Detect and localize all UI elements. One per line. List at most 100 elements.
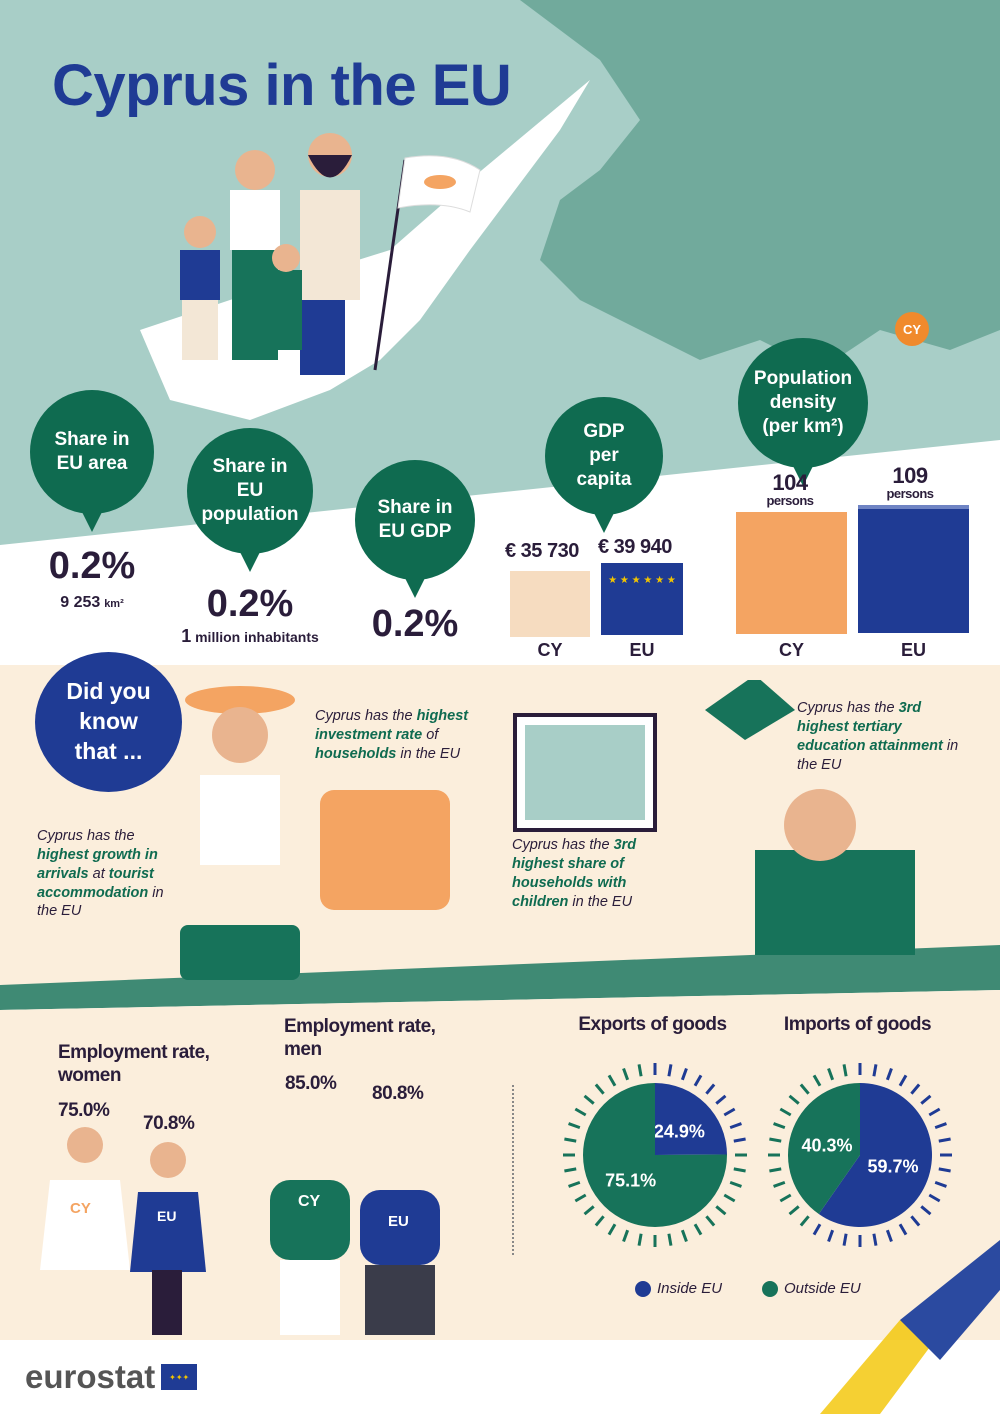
arrow-mark: [583, 1205, 595, 1216]
arrow-mark: [564, 1167, 577, 1173]
arrow-mark: [898, 1074, 908, 1087]
arrow-mark: [928, 1107, 941, 1117]
arrow-mark: [568, 1122, 581, 1130]
pie-slice-inside-eu: [818, 1083, 932, 1227]
arrow-mark: [788, 1094, 800, 1105]
fact-education: Cyprus has the 3rd highest tertiary educ…: [797, 700, 959, 773]
employment-figures: [40, 1127, 440, 1335]
arrow-mark: [842, 1064, 848, 1077]
cyprus-location-marker: CY: [895, 312, 929, 346]
arrow-mark: [574, 1107, 587, 1117]
arrow-mark: [583, 1094, 595, 1105]
imports-title: Imports of goods: [783, 1014, 932, 1035]
page-title: Cyprus in the EU: [52, 53, 512, 118]
arrow-mark: [594, 1215, 605, 1227]
arrow-mark: [769, 1137, 782, 1143]
gdp-eu-label: EU: [629, 640, 655, 660]
arrow-mark: [574, 1193, 587, 1203]
pie-slice-inside-eu: [655, 1083, 727, 1155]
gdp-per-capita-cy-value: € 35 730: [505, 540, 579, 562]
arrow-mark: [938, 1137, 951, 1143]
arrow-mark: [769, 1167, 782, 1173]
pie-value-label: 59.7%: [867, 1156, 918, 1176]
area-detail: 9 253 km²: [60, 594, 124, 611]
gdp-bubble: Share in EU GDP: [355, 460, 475, 598]
wallet-icon: [320, 790, 450, 910]
arrow-mark: [607, 1223, 617, 1236]
density-cy-label: CY: [778, 640, 804, 660]
cy-house-icon: [736, 512, 847, 634]
graduation-cap-icon: [705, 680, 795, 740]
arrow-mark: [920, 1205, 932, 1216]
arrow-mark: [594, 1083, 605, 1095]
pie-slice-outside-eu: [788, 1083, 860, 1215]
arrow-mark: [733, 1167, 746, 1173]
arrow-mark: [827, 1229, 835, 1242]
density-label: Population density (per km²): [753, 368, 853, 437]
pie-value-label: 40.3%: [802, 1136, 853, 1156]
area-label: Share in EU area: [54, 429, 130, 474]
arrow-mark: [622, 1229, 630, 1242]
population-label: Share in EU population: [201, 456, 299, 525]
arrow-mark: [680, 1229, 688, 1242]
arrow-mark: [799, 1215, 810, 1227]
population-value: 0.2%: [206, 583, 294, 625]
employment-women-eu-value: 70.8%: [143, 1113, 195, 1134]
gdp-label: Share in EU GDP: [377, 497, 453, 542]
divider: [512, 1085, 514, 1255]
arrow-mark: [934, 1122, 947, 1130]
arrow-mark: [910, 1083, 921, 1095]
legend-outside-eu: Outside EU: [762, 1280, 861, 1297]
employment-men-label: Employment rate, men: [284, 1016, 436, 1060]
arrow-mark: [715, 1094, 727, 1105]
arrow-mark: [729, 1122, 742, 1130]
legend-swatch-outside: [762, 1280, 778, 1297]
arrow-mark: [788, 1205, 800, 1216]
arrow-mark: [733, 1137, 746, 1143]
arrow-mark: [607, 1074, 617, 1087]
arrow-mark: [637, 1064, 643, 1077]
population-bubble: Share in EU population: [187, 428, 313, 572]
area-value: 0.2%: [48, 545, 136, 587]
arrow-mark: [898, 1223, 908, 1236]
arrow-mark: [910, 1215, 921, 1227]
arrow-mark: [799, 1083, 810, 1095]
pie-value-label: 75.1%: [605, 1171, 656, 1191]
arrow-mark: [564, 1137, 577, 1143]
arrow-mark: [715, 1205, 727, 1216]
arrow-mark: [872, 1064, 878, 1077]
gdp-value: 0.2%: [371, 603, 459, 645]
arrow-mark: [773, 1122, 786, 1130]
arrow-mark: [938, 1167, 951, 1173]
density-eu-value: 109: [892, 463, 928, 488]
arrow-mark: [723, 1107, 736, 1117]
arrow-mark: [637, 1233, 643, 1246]
arrow-mark: [779, 1193, 792, 1203]
cyprus-flag-pattern: [510, 571, 590, 637]
gdp-per-capita-label: GDP per capita: [576, 421, 632, 490]
arrow-mark: [934, 1180, 947, 1188]
density-cy-value: 104: [772, 470, 808, 495]
pie-slice-outside-eu: [583, 1083, 727, 1227]
eu-flag-pattern: ★ ★ ★ ★ ★ ★: [601, 563, 683, 635]
arrow-mark: [928, 1193, 941, 1203]
arrow-mark: [680, 1068, 688, 1081]
density-cy-unit: persons: [766, 493, 814, 508]
population-detail: 1 million inhabitants: [181, 626, 319, 646]
men-eu-tag: EU: [388, 1213, 409, 1230]
density-eu-label: EU: [900, 640, 926, 660]
gdp-per-capita-bubble: GDP per capita: [545, 397, 663, 533]
arrow-mark: [667, 1064, 673, 1077]
arrow-mark: [827, 1068, 835, 1081]
eurostat-logo: eurostat ✦✦✦: [25, 1358, 198, 1396]
exports-title: Exports of goods: [578, 1014, 727, 1035]
did-you-know-bubble: Did you know that ...: [35, 652, 182, 792]
legend-inside-eu: Inside EU: [635, 1280, 722, 1297]
arrow-mark: [622, 1068, 630, 1081]
arrow-mark: [920, 1094, 932, 1105]
trade-pie-charts: 24.9% 75.1% 59.7% 40.3%: [563, 1063, 952, 1247]
employment-women-label: Employment rate, women: [58, 1042, 210, 1086]
area-bubble: Share in EU area: [30, 390, 154, 532]
pie-value-label: 24.9%: [654, 1121, 705, 1141]
